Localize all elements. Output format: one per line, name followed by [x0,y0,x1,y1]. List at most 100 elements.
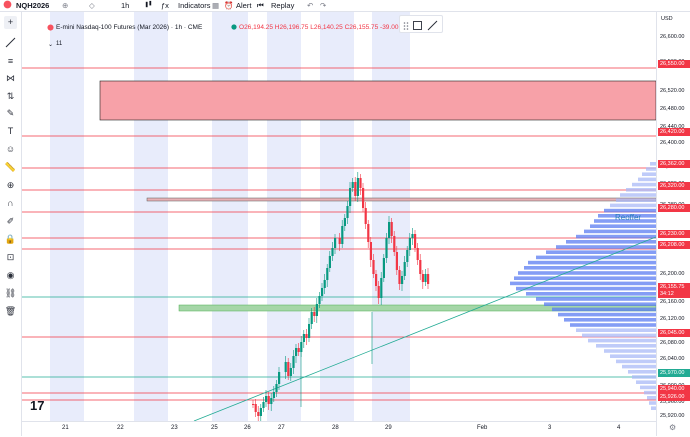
top-toolbar: NQH2026 ⊕ ◇ 1h ƒx Indicators ▦ ⏰ Alert ⏮… [0,0,690,12]
lock-icon[interactable]: 🔒 [4,234,17,244]
text-icon[interactable]: T [7,126,14,136]
profile-bar [650,162,656,166]
undo-icon[interactable]: ↶ [307,1,314,10]
price-axis[interactable]: USD 26,600.0026,560.0026,520.0026,480.00… [656,12,690,436]
emoji-icon[interactable]: ☺ [5,144,16,154]
candle-body [382,258,385,278]
interval-select[interactable]: 1h [121,1,130,10]
candle-body [411,234,414,238]
profile-bar [646,167,656,171]
stay-drawing-icon[interactable]: ✐ [6,216,15,226]
indicators-button[interactable]: Indicators [178,1,211,10]
resistance-band[interactable] [146,197,656,202]
candle-body [326,268,329,280]
line-tool-icon[interactable] [427,18,438,36]
date-tick: Feb [477,425,488,431]
eye-icon[interactable]: ◉ [6,270,15,280]
rectangle-tool-icon[interactable] [412,18,423,36]
low-label: L [310,24,314,31]
profile-bar [644,390,656,395]
candle-body [265,396,268,402]
legend-title: E-mini Nasdaq-100 Futures (Mar 2026) · 1… [56,24,203,31]
candle-body [369,242,372,260]
symbol-icon[interactable] [3,0,12,12]
profile-bar [594,219,656,223]
currency-label[interactable]: USD [661,16,673,22]
trend-line[interactable] [193,236,656,421]
indicator-count[interactable]: 11 [56,41,63,47]
magnet-icon[interactable]: ∩ [7,198,14,208]
profile-bar [526,292,656,296]
pattern-icon[interactable]: ⋈ [6,73,15,83]
candle-body [334,238,337,248]
profile-bar [516,286,656,291]
replay-button[interactable]: Replay [271,1,295,10]
candle-body [300,342,303,352]
level-price-label: 25,926.00 [658,393,690,401]
lock-all-icon[interactable]: ⊡ [6,252,15,262]
profile-bar [622,364,656,369]
price-tick: 26,040.00 [660,356,685,362]
profile-bar [610,203,656,208]
candle-body [419,260,422,274]
alert-button[interactable]: Alert [236,1,252,10]
profile-bar [514,276,656,280]
level-price-label: 26,230.00 [658,230,690,238]
chart-type-icon[interactable] [144,0,153,12]
indicators-collapse-icon[interactable]: ⌄ [48,42,54,48]
pin-icon[interactable]: ◇ [89,1,95,10]
profile-bar [564,318,656,322]
candle-body [321,288,324,296]
demand-zone[interactable] [178,304,656,312]
candle-body [267,396,270,404]
alert-icon[interactable]: ⏰ [224,1,234,10]
current-price-label: 26,155.75 34:12 [658,283,690,298]
chart-pane[interactable]: 17 E-mini Nasdaq-100 Futures (Mar 2026) … [22,12,656,421]
candle-body [305,334,308,338]
candle-body [388,222,391,238]
symbol-search[interactable]: NQH2026 [16,1,50,10]
bar-countdown: 34:12 [660,290,674,297]
crosshair-icon[interactable]: + [4,16,17,29]
high-value: 26,196.75 [279,24,309,31]
price-levels[interactable] [22,67,656,401]
indicators-icon[interactable]: ƒx [161,1,169,10]
candlesticks [252,172,430,421]
brush-icon[interactable]: ✎ [6,108,15,118]
tradingview-logo: 17 [30,398,44,413]
candle-body [416,248,419,260]
level-price-label: 26,208.00 [658,241,690,249]
ruler-icon[interactable]: 📏 [4,162,17,172]
candle-body [372,260,375,274]
redo-icon[interactable]: ↷ [320,1,327,10]
price-tick: 26,400.00 [660,140,685,146]
candle-body [403,262,406,276]
price-tick: 26,080.00 [660,340,685,346]
trendline-icon[interactable] [4,37,17,50]
candle-body [395,252,398,270]
profile-bar [552,307,656,312]
candle-body [328,256,331,268]
drag-handle-icon[interactable] [403,18,409,36]
candle-body [401,276,404,284]
compare-icon[interactable]: ⊕ [62,1,69,10]
candle-body [315,304,318,316]
time-axis[interactable]: 21 22 23 25 26 27 28 29 Feb 3 4 [22,421,656,437]
price-tick: 25,960.00 [660,399,685,405]
templates-icon[interactable]: ▦ [212,1,220,10]
fib-icon[interactable]: ≡ [7,56,14,66]
level-price-label: 25,970.00 [658,369,690,377]
chart-canvas[interactable]: 17 [22,12,656,421]
candle-body [393,236,396,252]
settings-gear-icon[interactable]: ⚙ [669,423,677,432]
projection-icon[interactable]: ⇅ [6,91,15,101]
candle-body [318,296,321,304]
zoom-in-icon[interactable]: ⊕ [6,180,15,190]
replay-icon[interactable]: ⏮ [257,1,264,10]
profile-bar [604,349,656,353]
level-price-label: 26,280.00 [658,204,690,212]
trash-icon[interactable]: 🗑 [4,306,17,316]
supply-zone[interactable] [99,80,656,121]
link-icon[interactable]: ⛓ [4,288,17,298]
level-price-label: 26,320.00 [658,182,690,190]
